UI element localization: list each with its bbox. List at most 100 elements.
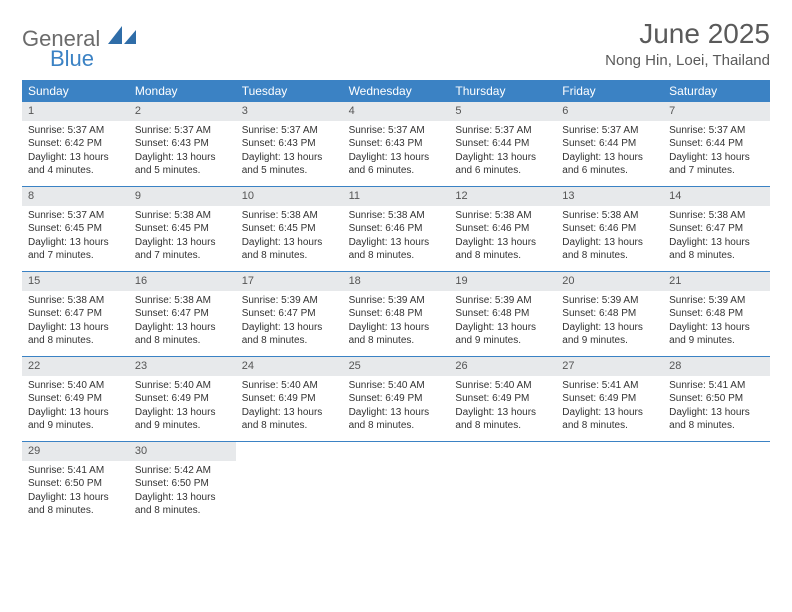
day-cell: 19 Sunrise: 5:39 AMSunset: 6:48 PMDayligh… — [449, 272, 556, 356]
day-cell: 9 Sunrise: 5:38 AMSunset: 6:45 PMDaylight… — [129, 187, 236, 271]
daylight-text: Daylight: 13 hours and 8 minutes. — [669, 236, 764, 263]
day-body: Sunrise: 5:37 AMSunset: 6:44 PMDaylight:… — [556, 123, 663, 182]
week-row: 22Sunrise: 5:40 AMSunset: 6:49 PMDayligh… — [22, 357, 770, 442]
day-cell: 8Sunrise: 5:37 AMSunset: 6:45 PMDaylight… — [22, 187, 129, 271]
day-cell: 22 Sunrise: 5:40 AMSunset: 6:49 PMDayligh… — [22, 357, 129, 441]
sunset-text: Sunset: 6:45 PM — [28, 222, 123, 236]
day-cell: 10 Sunrise: 5:38 AMSunset: 6:45 PMDayligh… — [236, 187, 343, 271]
day-number: 27 — [556, 357, 663, 376]
day-cell: 24Sunrise: 5:40 AMSunset: 6:49 PMDayligh… — [236, 357, 343, 441]
day-body: Sunrise: 5:38 AMSunset: 6:45 PMDaylight:… — [129, 208, 236, 267]
day-body: Sunrise: 5:40 AMSunset: 6:49 PMDaylight:… — [129, 378, 236, 437]
day-number: 12 — [449, 187, 556, 206]
sunrise-text: Sunrise: 5:39 AM — [349, 294, 444, 308]
day-body: Sunrise: 5:39 AMSunset: 6:48 PMDaylight:… — [449, 293, 556, 352]
daylight-text: Daylight: 13 hours and 8 minutes. — [135, 491, 230, 518]
sunset-text: Sunset: 6:48 PM — [562, 307, 657, 321]
day-body: Sunrise: 5:38 AMSunset: 6:46 PMDaylight:… — [556, 208, 663, 267]
day-number: 30 — [129, 442, 236, 461]
brand-logo: General Blue — [22, 24, 136, 70]
sunrise-text: Sunrise: 5:38 AM — [135, 294, 230, 308]
day-number: 2 — [129, 102, 236, 121]
sail-icon — [108, 26, 136, 46]
daylight-text: Daylight: 13 hours and 8 minutes. — [135, 321, 230, 348]
daylight-text: Daylight: 13 hours and 9 minutes. — [562, 321, 657, 348]
day-body: Sunrise: 5:37 AMSunset: 6:42 PMDaylight:… — [22, 123, 129, 182]
day-body: Sunrise: 5:40 AMSunset: 6:49 PMDaylight:… — [236, 378, 343, 437]
day-body: Sunrise: 5:39 AMSunset: 6:48 PMDaylight:… — [663, 293, 770, 352]
sunset-text: Sunset: 6:44 PM — [455, 137, 550, 151]
sunrise-text: Sunrise: 5:41 AM — [562, 379, 657, 393]
day-cell: 25Sunrise: 5:40 AMSunset: 6:49 PMDayligh… — [343, 357, 450, 441]
day-number: 29 — [22, 442, 129, 461]
empty-cell — [556, 442, 663, 526]
sunrise-text: Sunrise: 5:39 AM — [455, 294, 550, 308]
day-cell: 15Sunrise: 5:38 AMSunset: 6:47 PMDayligh… — [22, 272, 129, 356]
day-number: 19 — [449, 272, 556, 291]
daylight-text: Daylight: 13 hours and 7 minutes. — [669, 151, 764, 178]
day-number: 16 — [129, 272, 236, 291]
daylight-text: Daylight: 13 hours and 9 minutes. — [669, 321, 764, 348]
daylight-text: Daylight: 13 hours and 8 minutes. — [349, 236, 444, 263]
daylight-text: Daylight: 13 hours and 6 minutes. — [349, 151, 444, 178]
calendar-grid: Sunday Monday Tuesday Wednesday Thursday… — [22, 80, 770, 526]
day-number: 25 — [343, 357, 450, 376]
day-body: Sunrise: 5:40 AMSunset: 6:49 PMDaylight:… — [22, 378, 129, 437]
day-body: Sunrise: 5:38 AMSunset: 6:45 PMDaylight:… — [236, 208, 343, 267]
sunset-text: Sunset: 6:49 PM — [349, 392, 444, 406]
day-number: 10 — [236, 187, 343, 206]
sunrise-text: Sunrise: 5:38 AM — [242, 209, 337, 223]
day-number: 11 — [343, 187, 450, 206]
day-cell: 13Sunrise: 5:38 AMSunset: 6:46 PMDayligh… — [556, 187, 663, 271]
month-title: June 2025 — [605, 18, 770, 50]
day-number: 4 — [343, 102, 450, 121]
daylight-text: Daylight: 13 hours and 4 minutes. — [28, 151, 123, 178]
sunset-text: Sunset: 6:43 PM — [242, 137, 337, 151]
daylight-text: Daylight: 13 hours and 8 minutes. — [455, 236, 550, 263]
day-number: 8 — [22, 187, 129, 206]
weekday-mon: Monday — [129, 80, 236, 102]
weekday-wed: Wednesday — [343, 80, 450, 102]
day-number: 21 — [663, 272, 770, 291]
day-number: 28 — [663, 357, 770, 376]
sunset-text: Sunset: 6:47 PM — [242, 307, 337, 321]
day-number: 3 — [236, 102, 343, 121]
sunset-text: Sunset: 6:46 PM — [349, 222, 444, 236]
daylight-text: Daylight: 13 hours and 8 minutes. — [562, 406, 657, 433]
sunset-text: Sunset: 6:46 PM — [562, 222, 657, 236]
daylight-text: Daylight: 13 hours and 9 minutes. — [28, 406, 123, 433]
weekday-sat: Saturday — [663, 80, 770, 102]
day-cell: 16Sunrise: 5:38 AMSunset: 6:47 PMDayligh… — [129, 272, 236, 356]
sunrise-text: Sunrise: 5:40 AM — [455, 379, 550, 393]
day-number: 7 — [663, 102, 770, 121]
week-row: 15Sunrise: 5:38 AMSunset: 6:47 PMDayligh… — [22, 272, 770, 357]
day-number: 9 — [129, 187, 236, 206]
empty-cell — [343, 442, 450, 526]
day-cell: 2Sunrise: 5:37 AMSunset: 6:43 PMDaylight… — [129, 102, 236, 186]
day-body: Sunrise: 5:42 AMSunset: 6:50 PMDaylight:… — [129, 463, 236, 522]
sunrise-text: Sunrise: 5:37 AM — [562, 124, 657, 138]
sunset-text: Sunset: 6:47 PM — [28, 307, 123, 321]
sunset-text: Sunset: 6:50 PM — [135, 477, 230, 491]
day-body: Sunrise: 5:38 AMSunset: 6:47 PMDaylight:… — [22, 293, 129, 352]
day-cell: 6Sunrise: 5:37 AMSunset: 6:44 PMDaylight… — [556, 102, 663, 186]
daylight-text: Daylight: 13 hours and 5 minutes. — [242, 151, 337, 178]
daylight-text: Daylight: 13 hours and 8 minutes. — [562, 236, 657, 263]
day-cell: 18Sunrise: 5:39 AMSunset: 6:48 PMDayligh… — [343, 272, 450, 356]
sunrise-text: Sunrise: 5:37 AM — [669, 124, 764, 138]
sunrise-text: Sunrise: 5:38 AM — [669, 209, 764, 223]
day-body: Sunrise: 5:41 AMSunset: 6:50 PMDaylight:… — [22, 463, 129, 522]
daylight-text: Daylight: 13 hours and 8 minutes. — [242, 406, 337, 433]
day-body: Sunrise: 5:39 AMSunset: 6:48 PMDaylight:… — [343, 293, 450, 352]
day-number: 22 — [22, 357, 129, 376]
daylight-text: Daylight: 13 hours and 8 minutes. — [28, 491, 123, 518]
day-body: Sunrise: 5:40 AMSunset: 6:49 PMDaylight:… — [449, 378, 556, 437]
sunrise-text: Sunrise: 5:37 AM — [28, 124, 123, 138]
sunrise-text: Sunrise: 5:38 AM — [455, 209, 550, 223]
sunrise-text: Sunrise: 5:40 AM — [242, 379, 337, 393]
day-body: Sunrise: 5:39 AMSunset: 6:47 PMDaylight:… — [236, 293, 343, 352]
day-cell: 21 Sunrise: 5:39 AMSunset: 6:48 PMDayligh… — [663, 272, 770, 356]
daylight-text: Daylight: 13 hours and 8 minutes. — [349, 321, 444, 348]
day-cell: 4Sunrise: 5:37 AMSunset: 6:43 PMDaylight… — [343, 102, 450, 186]
sunset-text: Sunset: 6:49 PM — [562, 392, 657, 406]
